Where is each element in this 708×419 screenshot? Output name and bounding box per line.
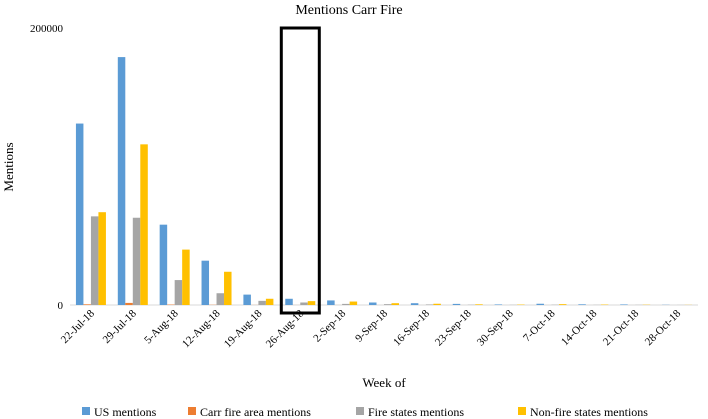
bar-series-3-26-Aug-18 bbox=[307, 301, 316, 305]
legend-label-3: Non-fire states mentions bbox=[530, 405, 648, 419]
bar-series-0-9-Sep-18 bbox=[369, 302, 377, 305]
legend-label-2: Fire states mentions bbox=[368, 405, 464, 419]
x-tick-label: 5-Aug-18 bbox=[142, 307, 181, 346]
bar-series-0-23-Sep-18 bbox=[452, 303, 461, 305]
bars-group bbox=[75, 57, 693, 306]
bar-series-0-16-Sep-18 bbox=[410, 303, 419, 305]
x-tick-label: 9-Sep-18 bbox=[353, 307, 390, 344]
bar-series-3-19-Aug-18 bbox=[265, 298, 274, 305]
bar-series-0-7-Oct-18 bbox=[536, 303, 544, 305]
x-tick-label: 23-Sep-18 bbox=[433, 307, 474, 348]
bar-series-0-22-Jul-18 bbox=[75, 123, 84, 305]
bar-series-0-19-Aug-18 bbox=[243, 294, 251, 305]
legend-label-1: Carr fire area mentions bbox=[200, 405, 311, 419]
bar-series-3-7-Oct-18 bbox=[558, 304, 567, 305]
bar-series-2-5-Aug-18 bbox=[174, 280, 183, 305]
bar-series-2-16-Sep-18 bbox=[425, 304, 434, 305]
bar-series-3-12-Aug-18 bbox=[224, 271, 232, 305]
bar-series-2-19-Aug-18 bbox=[258, 300, 266, 305]
bar-series-0-5-Aug-18 bbox=[159, 224, 168, 305]
x-tick-label: 22-Jul-18 bbox=[59, 307, 98, 346]
bar-series-3-29-Jul-18 bbox=[140, 144, 148, 305]
y-tick-label-0: 0 bbox=[58, 300, 64, 312]
bar-series-3-22-Jul-18 bbox=[98, 212, 106, 305]
x-tick-label: 30-Sep-18 bbox=[475, 307, 516, 348]
x-tick-labels: 22-Jul-18 29-Jul-18 5-Aug-18 12-Aug-18 19-Au… bbox=[59, 307, 684, 350]
y-tick-label-200000: 200000 bbox=[30, 23, 64, 35]
bar-series-2-12-Aug-18 bbox=[216, 293, 225, 305]
x-tick-label: 14-Oct-18 bbox=[559, 307, 600, 348]
bar-series-0-26-Aug-18 bbox=[285, 298, 293, 305]
x-tick-label: 21-Oct-18 bbox=[601, 307, 642, 348]
bar-series-0-2-Sep-18 bbox=[327, 300, 335, 305]
highlight-box bbox=[279, 26, 321, 315]
legend: US mentions Carr fire area mentions Fire s… bbox=[82, 405, 648, 419]
chart-title: Mentions Carr Fire bbox=[295, 3, 402, 18]
bar-series-2-22-Jul-18 bbox=[90, 216, 99, 305]
x-tick-label: 12-Aug-18 bbox=[180, 307, 223, 350]
bar-series-1-22-Jul-18 bbox=[83, 304, 91, 305]
bar-series-0-29-Jul-18 bbox=[117, 57, 126, 306]
x-tick-label: 16-Sep-18 bbox=[391, 307, 432, 348]
legend-label-0: US mentions bbox=[94, 405, 157, 419]
x-tick-label: 29-Jul-18 bbox=[101, 307, 140, 346]
x-tick-label: 19-Aug-18 bbox=[222, 307, 265, 350]
legend-swatch-1 bbox=[188, 407, 196, 415]
x-axis-label: Week of bbox=[362, 375, 406, 390]
bar-series-0-12-Aug-18 bbox=[201, 260, 210, 305]
bar-series-3-5-Aug-18 bbox=[182, 249, 190, 305]
legend-swatch-3 bbox=[518, 407, 526, 415]
bar-series-2-26-Aug-18 bbox=[300, 302, 308, 305]
legend-swatch-0 bbox=[82, 407, 90, 415]
bar-series-0-14-Oct-18 bbox=[578, 304, 586, 305]
bar-series-2-2-Sep-18 bbox=[342, 303, 350, 305]
x-tick-label: 28-Oct-18 bbox=[643, 307, 684, 348]
bar-series-1-29-Jul-18 bbox=[125, 302, 133, 305]
bar-series-3-23-Sep-18 bbox=[475, 304, 483, 305]
bar-series-0-30-Sep-18 bbox=[494, 304, 503, 305]
bar-series-0-21-Oct-18 bbox=[620, 304, 628, 305]
y-axis-label: Mentions bbox=[1, 142, 16, 191]
legend-swatch-2 bbox=[356, 407, 364, 415]
x-tick-label: 7-Oct-18 bbox=[521, 307, 558, 344]
bar-series-3-16-Sep-18 bbox=[433, 303, 441, 305]
bar-series-2-29-Jul-18 bbox=[132, 217, 141, 305]
bar-series-2-9-Sep-18 bbox=[384, 304, 392, 305]
bar-series-3-2-Sep-18 bbox=[349, 301, 358, 305]
bar-series-3-9-Sep-18 bbox=[391, 303, 399, 305]
